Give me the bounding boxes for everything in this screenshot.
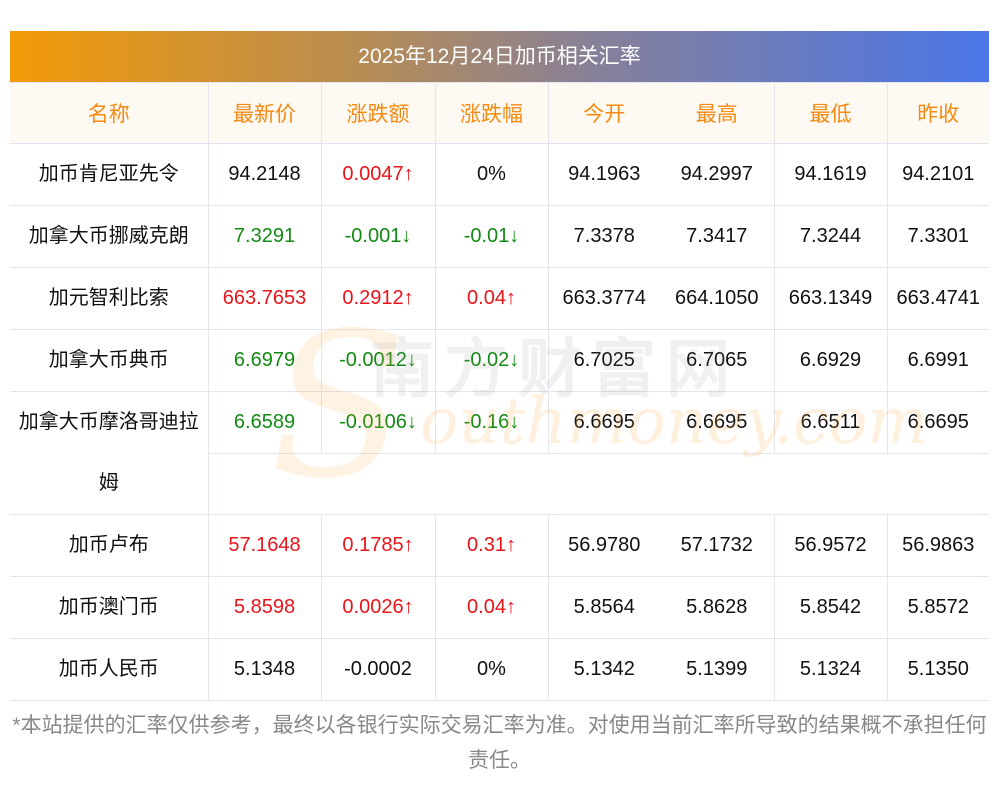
column-header: 最新价 (207, 82, 322, 144)
cell-latest: 6.6979 (207, 329, 322, 392)
cell-high: 5.8628 (660, 576, 775, 639)
cell-low: 56.9572 (773, 514, 888, 577)
currency-name: 加币肯尼亚先令 (10, 143, 209, 206)
cell-high: 5.1399 (660, 638, 775, 701)
cell-prev: 5.1350 (886, 638, 989, 701)
cell-prev: 663.4741 (886, 267, 989, 330)
cell-high: 57.1732 (660, 514, 775, 577)
column-header: 最高 (660, 82, 775, 144)
disclaimer-note: *本站提供的汇率仅供参考，最终以各银行实际交易汇率为准。对使用当前汇率所导致的结… (12, 714, 987, 772)
cell-pct: 0.31↑ (434, 514, 549, 577)
cell-prev: 5.8572 (886, 576, 989, 639)
cell-prev: 56.9863 (886, 514, 989, 577)
cell-open: 94.1963 (547, 143, 660, 206)
cell-low: 5.8542 (773, 576, 888, 639)
column-header: 涨跌幅 (434, 82, 549, 144)
cell-open: 6.6695 (547, 391, 660, 454)
currency-name: 加币卢布 (10, 514, 209, 577)
cell-pct: 0% (434, 638, 549, 701)
table-row: 加拿大币典币 6.6979 -0.0012↓ -0.02↓ 6.7025 6.7065 6.… (10, 329, 989, 392)
currency-name: 加拿大币挪威克朗 (10, 205, 209, 268)
cell-open: 5.8564 (547, 576, 660, 639)
cell-low: 5.1324 (773, 638, 888, 701)
table-row: 加拿大币挪威克朗 7.3291 -0.001↓ -0.01↓ 7.3378 7.3417 7… (10, 205, 989, 268)
currency-name: 加拿大币摩洛哥迪拉姆 (10, 391, 209, 515)
cell-low: 6.6511 (773, 391, 888, 454)
cell-low: 94.1619 (773, 143, 888, 206)
column-header: 涨跌额 (320, 82, 436, 144)
cell-change: -0.0002 (320, 638, 436, 701)
cell-high: 7.3417 (660, 205, 775, 268)
table-row-spacer (10, 452, 989, 515)
cell-latest: 94.2148 (207, 143, 322, 206)
cell-open: 663.3774 (547, 267, 660, 330)
cell-latest: 5.8598 (207, 576, 322, 639)
column-header: 最低 (773, 82, 888, 144)
cell-pct: -0.16↓ (434, 391, 549, 454)
exchange-rate-table: 名称 最新价 涨跌额 涨跌幅 今开 最高 最低 昨收 加币肯尼亚先令 94.2148 0.0047… (10, 82, 989, 701)
page-title: 2025年12月24日加币相关汇率 (10, 31, 989, 82)
cell-low: 663.1349 (773, 267, 888, 330)
cell-change: -0.001↓ (320, 205, 436, 268)
cell-change: -0.0106↓ (320, 391, 436, 454)
table-row: 加币肯尼亚先令 94.2148 0.0047↑ 0% 94.1963 94.2997 94.… (10, 143, 989, 206)
cell-low: 6.6929 (773, 329, 888, 392)
table-row: 加元智利比索 663.7653 0.2912↑ 0.04↑ 663.3774 664.10… (10, 267, 989, 330)
cell-prev: 7.3301 (886, 205, 989, 268)
currency-name: 加币澳门币 (10, 576, 209, 639)
table-row: 加币人民币 5.1348 -0.0002 0% 5.1342 5.1399 5.1324 5.… (10, 638, 989, 701)
cell-change: -0.0012↓ (320, 329, 436, 392)
column-header: 名称 (10, 82, 209, 144)
currency-name: 加币人民币 (10, 638, 209, 701)
cell-pct: 0.04↑ (434, 576, 549, 639)
cell-high: 664.1050 (660, 267, 775, 330)
empty-cell (208, 452, 989, 515)
cell-pct: -0.01↓ (434, 205, 549, 268)
cell-pct: 0.04↑ (434, 267, 549, 330)
cell-high: 94.2997 (660, 143, 775, 206)
cell-open: 5.1342 (547, 638, 660, 701)
cell-prev: 94.2101 (886, 143, 989, 206)
table-row: 加拿大币摩洛哥迪拉姆 6.6589 -0.0106↓ -0.16↓ 6.6695 6.66… (10, 391, 989, 515)
currency-name: 加元智利比索 (10, 267, 209, 330)
table-row: 加币澳门币 5.8598 0.0026↑ 0.04↑ 5.8564 5.8628 5.854… (10, 576, 989, 639)
cell-open: 56.9780 (547, 514, 660, 577)
column-header: 今开 (547, 82, 660, 144)
table-header-row: 名称 最新价 涨跌额 涨跌幅 今开 最高 最低 昨收 (10, 82, 989, 144)
cell-latest: 7.3291 (207, 205, 322, 268)
column-header: 昨收 (886, 82, 989, 144)
cell-prev: 6.6695 (886, 391, 989, 454)
cell-change: 0.1785↑ (320, 514, 436, 577)
cell-pct: 0% (434, 143, 549, 206)
cell-open: 7.3378 (547, 205, 660, 268)
cell-high: 6.7065 (660, 329, 775, 392)
cell-pct: -0.02↓ (434, 329, 549, 392)
cell-latest: 6.6589 (207, 391, 322, 454)
cell-prev: 6.6991 (886, 329, 989, 392)
cell-change: 0.0026↑ (320, 576, 436, 639)
cell-latest: 663.7653 (207, 267, 322, 330)
cell-change: 0.2912↑ (320, 267, 436, 330)
table-row: 加币卢布 57.1648 0.1785↑ 0.31↑ 56.9780 57.1732 56.… (10, 514, 989, 577)
cell-open: 6.7025 (547, 329, 660, 392)
cell-latest: 57.1648 (207, 514, 322, 577)
cell-latest: 5.1348 (207, 638, 322, 701)
cell-change: 0.0047↑ (320, 143, 436, 206)
cell-low: 7.3244 (773, 205, 888, 268)
currency-name: 加拿大币典币 (10, 329, 209, 392)
cell-high: 6.6695 (660, 391, 775, 454)
